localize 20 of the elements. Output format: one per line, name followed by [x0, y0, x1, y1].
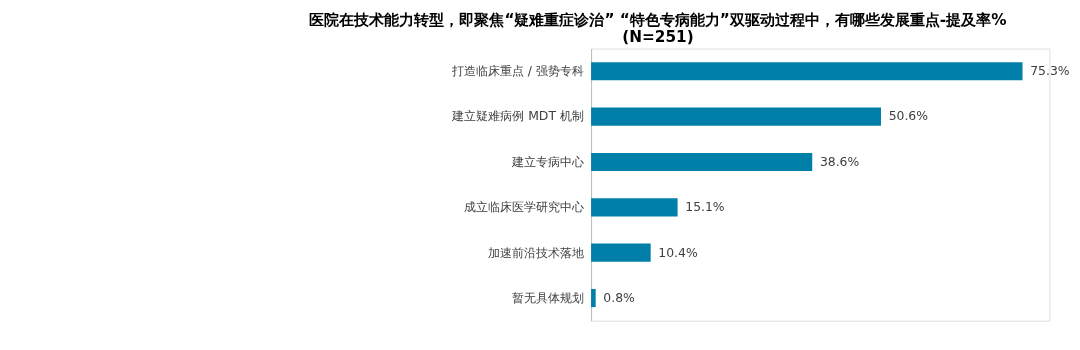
data-label: 75.3% [1030, 63, 1070, 79]
data-label: 15.1% [685, 199, 725, 215]
chart-subtitle: (N=251) [622, 27, 694, 46]
bar [591, 243, 651, 262]
bar [591, 107, 881, 126]
y-tick-label: 加速前沿技术落地 [487, 244, 584, 260]
y-tick-label: 成立临床医学研究中心 [463, 199, 584, 215]
chart-title: 医院在技术能力转型，即聚焦“疑难重症诊治” “特色专病能力”双驱动过程中，有哪些发展重点-提及率% [309, 10, 1007, 29]
bar [591, 288, 596, 308]
bar [591, 152, 813, 172]
y-tick-label: 建立疑难病例 MDT 机制 [451, 108, 584, 124]
data-label: 0.8% [603, 289, 636, 305]
y-tick-label: 暂无具体规划 [511, 289, 584, 305]
bar [591, 62, 1023, 81]
y-tick-label: 建立专病中心 [510, 153, 584, 169]
bar [591, 198, 678, 217]
y-tick-label: 打造临床重点 / 强势专科 [450, 63, 584, 79]
data-label: 50.6% [888, 108, 929, 124]
data-label: 38.6% [819, 153, 860, 169]
data-label: 10.4% [658, 244, 698, 260]
